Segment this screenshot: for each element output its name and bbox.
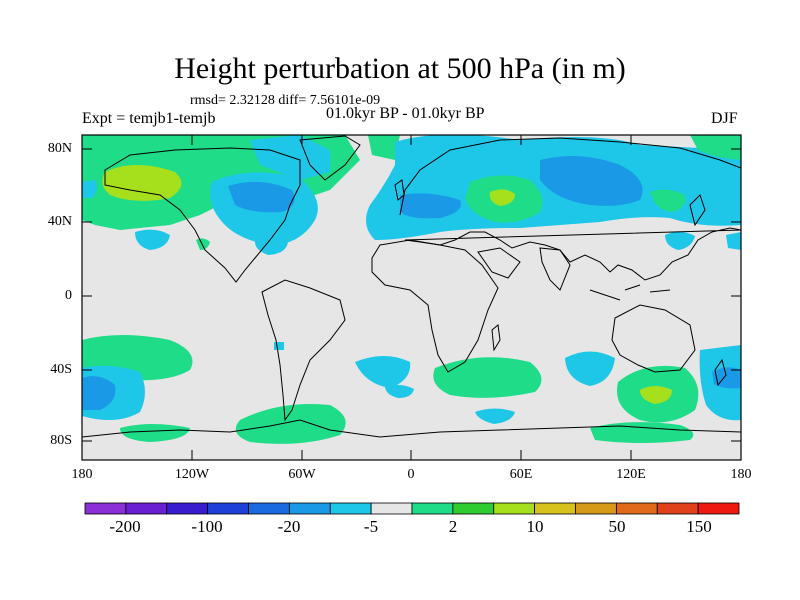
colorbar-label-2: -100	[191, 517, 223, 536]
eurasia-coast	[399, 137, 741, 281]
x-tick-120e: 120E	[616, 467, 646, 482]
uk-coast	[394, 179, 405, 201]
contour-blue-north-america	[228, 181, 295, 213]
contour-green-antarctic-west	[120, 424, 190, 442]
contour-cyan-pacific	[135, 229, 170, 250]
x-tick-180e: 180	[730, 467, 752, 482]
y-tick-80n: 80N	[47, 141, 72, 156]
colorbar-swatch	[452, 502, 495, 515]
new-zealand-coast	[714, 358, 727, 387]
colorbar-label-3: -20	[277, 517, 301, 536]
axis-ticks	[82, 135, 741, 460]
contour-yellowgreen-alaska	[102, 165, 182, 201]
contour-green-arctic-east	[690, 135, 741, 160]
indonesia-coast	[589, 284, 671, 301]
y-tick-0: 0	[65, 288, 72, 303]
season-label: DJF	[711, 110, 738, 127]
x-tick-180w: 180	[71, 467, 93, 482]
contour-cyan-south-america	[274, 342, 284, 350]
y-tick-40n: 40N	[47, 214, 72, 229]
contour-cyan-atlantic	[254, 237, 288, 255]
contour-cyan-east-edge	[726, 232, 741, 250]
colorbar-swatch	[697, 502, 740, 515]
colorbar-label-7: 50	[608, 517, 626, 536]
map-title: Height perturbation at 500 hPa (in m)	[174, 52, 626, 85]
colorbar-swatch	[166, 502, 209, 515]
x-tick-60e: 60E	[509, 467, 533, 482]
contour-yellowgreen-central-asia	[489, 189, 515, 206]
colorbar	[84, 502, 740, 515]
contour-cyan-australia-south	[565, 351, 615, 386]
colorbar-label-1: -200	[109, 517, 141, 536]
antarctica-coast	[82, 419, 741, 438]
map-field	[82, 135, 741, 460]
madagascar-coast	[491, 324, 501, 352]
y-tick-80s: 80S	[50, 433, 72, 448]
colorbar-label-8: 150	[686, 517, 712, 536]
colorbar-swatch	[125, 502, 168, 515]
contour-green-east-asia	[650, 189, 686, 212]
contour-yellowgreen-south-of-australia	[640, 386, 672, 404]
coastlines	[82, 135, 741, 438]
south-america-coast	[261, 279, 346, 422]
contour-green-south-america-south	[235, 404, 346, 444]
africa-coast	[371, 239, 499, 373]
greenland-coast	[299, 135, 361, 181]
period-label: 01.0kyr BP - 01.0kyr BP	[326, 105, 485, 122]
contour-cyan-west-edge	[82, 180, 97, 198]
colorbar-label-6: 10	[526, 517, 544, 536]
x-tick-60w: 60W	[288, 467, 316, 482]
colorbar-swatch	[370, 502, 413, 515]
colorbar-swatch	[656, 502, 699, 515]
colorbar-swatch	[493, 502, 536, 515]
colorbar-swatch	[534, 502, 576, 515]
colorbar-label-4: -5	[363, 517, 379, 536]
colorbar-swatch	[329, 502, 372, 515]
y-tick-40s: 40S	[50, 362, 72, 377]
colorbar-swatch	[411, 502, 454, 515]
contour-green-antarctic-east	[590, 422, 694, 443]
experiment-label: Expt = temjb1-temjb	[82, 110, 216, 127]
north-america-coast	[104, 147, 301, 283]
contour-cyan-greenland	[250, 135, 330, 180]
colorbar-swatch	[288, 502, 331, 515]
contour-blue-europe	[400, 193, 461, 219]
colorbar-swatch	[248, 502, 290, 515]
australia-coast	[611, 304, 696, 373]
contour-blue-eurasia	[540, 156, 643, 206]
contour-green-indian-ocean	[433, 357, 542, 398]
contour-cyan-south-indian	[355, 356, 411, 388]
statistics-label: rmsd= 2.32128 diff= 7.56101e-09	[190, 93, 381, 108]
x-tick-120w: 120W	[174, 467, 210, 482]
contour-cyan-south-atlantic	[385, 384, 414, 398]
colorbar-swatch	[575, 502, 617, 515]
colorbar-label-5: 2	[448, 517, 458, 536]
japan-coast	[689, 194, 706, 227]
india-coast	[539, 247, 571, 291]
contour-cyan-southern-indian-ocean	[475, 408, 515, 424]
contour-cyan-west-pacific	[665, 231, 695, 250]
contour-blue-south-pacific	[82, 376, 116, 410]
x-tick-0: 0	[407, 467, 415, 482]
arabia-coast	[477, 247, 521, 279]
contour-green-west-atlantic	[368, 135, 400, 160]
contour-green-small-pacific	[196, 238, 210, 250]
colorbar-swatch	[615, 502, 658, 515]
colorbar-swatch	[207, 502, 249, 515]
colorbar-swatch	[84, 502, 127, 515]
